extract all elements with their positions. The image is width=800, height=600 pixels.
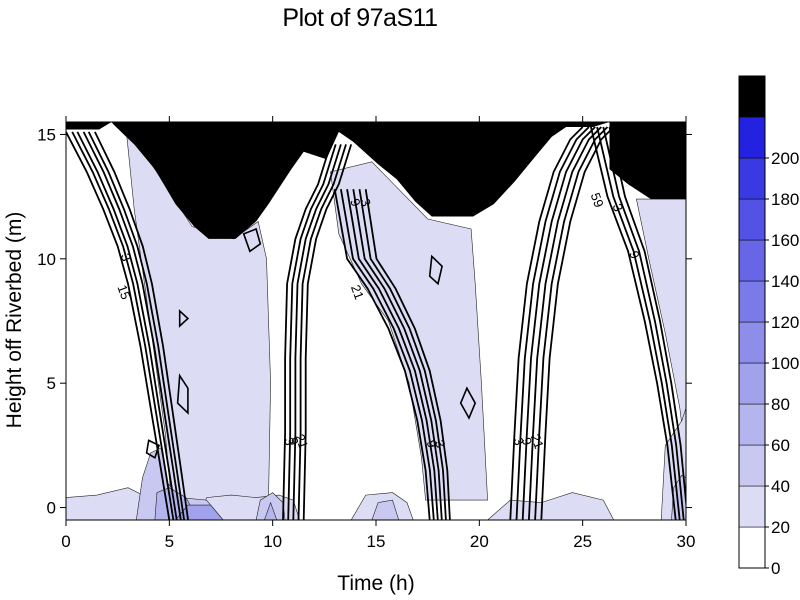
y-tick-label: 0 bbox=[47, 499, 56, 518]
contour-line bbox=[282, 144, 332, 520]
contour-line bbox=[515, 126, 590, 520]
contour-label: 21 bbox=[348, 283, 367, 302]
contour-label: 9 bbox=[285, 435, 302, 447]
x-axis: 0 5 10 15 20 25 30 bbox=[61, 116, 695, 551]
colorbar-swatch bbox=[738, 321, 766, 364]
contour-line bbox=[71, 131, 175, 520]
colorbar: 0 20 40 60 80 100 120 140 160 180 200 bbox=[738, 75, 799, 578]
contour-line bbox=[540, 126, 615, 520]
x-tick-label: 5 bbox=[165, 532, 174, 551]
x-tick-label: 0 bbox=[61, 532, 70, 551]
contour-line bbox=[534, 126, 609, 520]
contour-label: 9 bbox=[519, 435, 536, 447]
contour-line bbox=[94, 131, 189, 520]
colorbar-swatch bbox=[738, 157, 766, 200]
colorbar-swatch bbox=[738, 198, 766, 241]
colorbar-label: 140 bbox=[771, 272, 799, 291]
colorbar-label: 20 bbox=[771, 518, 790, 537]
contour-line bbox=[521, 126, 596, 520]
contour-loop bbox=[178, 309, 190, 328]
colorbar-swatch bbox=[738, 403, 766, 446]
contour-label: 3 bbox=[432, 438, 449, 450]
filled-region-6 bbox=[487, 492, 615, 520]
contour-line bbox=[596, 126, 681, 520]
contour-line bbox=[292, 144, 342, 520]
contour-line bbox=[297, 144, 347, 520]
colorbar-swatch bbox=[738, 239, 766, 282]
contour-loop bbox=[176, 373, 189, 415]
colorbar-label: 40 bbox=[771, 477, 790, 496]
contour-label: 9 bbox=[424, 438, 441, 450]
x-axis-label: Time (h) bbox=[337, 572, 414, 595]
colorbar-label: 60 bbox=[771, 436, 790, 455]
contour-line bbox=[302, 144, 353, 520]
contour-line bbox=[602, 126, 685, 520]
chart-title: Plot of 97aS11 bbox=[282, 4, 438, 32]
contour-line bbox=[352, 189, 443, 520]
colorbar-swatch bbox=[738, 362, 766, 405]
colorbar-swatch bbox=[738, 485, 766, 528]
colorbar-swatch bbox=[738, 526, 766, 569]
colorbar-swatch bbox=[738, 75, 766, 118]
colorbar-swatch bbox=[738, 444, 766, 487]
x-tick-label: 20 bbox=[470, 532, 489, 551]
x-tick-label: 30 bbox=[677, 532, 696, 551]
filled-region-12 bbox=[371, 499, 400, 520]
colorbar-label: 180 bbox=[771, 190, 799, 209]
x-tick-label: 10 bbox=[263, 532, 282, 551]
contour-line bbox=[82, 131, 182, 520]
contour-label: 3 bbox=[357, 197, 374, 209]
contour-label: 3 bbox=[118, 251, 135, 263]
contour-line bbox=[76, 131, 178, 520]
contour-label: 3 bbox=[281, 435, 298, 447]
filled-region-2 bbox=[636, 198, 686, 458]
contour-line bbox=[87, 131, 185, 520]
contour-label: 9 bbox=[626, 249, 643, 261]
colorbar-swatch bbox=[738, 116, 766, 159]
y-tick-label: 15 bbox=[37, 125, 56, 144]
contour-line bbox=[509, 126, 584, 520]
y-axis-label: Height off Riverbed (m) bbox=[3, 212, 26, 429]
contour-line bbox=[333, 189, 431, 520]
y-axis: 0 5 10 15 bbox=[37, 125, 692, 518]
colorbar-label: 100 bbox=[771, 354, 799, 373]
y-tick-label: 5 bbox=[47, 374, 56, 393]
contour-label: 59 bbox=[588, 191, 607, 210]
x-tick-label: 25 bbox=[573, 532, 592, 551]
contour-line bbox=[528, 126, 602, 520]
contour-label: 21 bbox=[528, 432, 547, 451]
contour-line bbox=[364, 189, 451, 520]
colorbar-label: 120 bbox=[771, 313, 799, 332]
colorbar-label: 160 bbox=[771, 231, 799, 250]
x-tick-label: 15 bbox=[367, 532, 386, 551]
colorbar-label: 0 bbox=[771, 559, 780, 578]
y-tick-label: 10 bbox=[37, 250, 56, 269]
colorbar-label: 200 bbox=[771, 149, 799, 168]
contour-line bbox=[346, 189, 439, 520]
contour-line bbox=[340, 189, 435, 520]
contour-loop bbox=[242, 227, 262, 253]
contour-line bbox=[608, 126, 686, 511]
contour-line bbox=[358, 189, 447, 520]
filled-region-1 bbox=[330, 161, 488, 501]
contour-loop bbox=[459, 386, 477, 420]
filled-region-11 bbox=[264, 501, 278, 520]
contour-loop bbox=[145, 439, 160, 460]
contour-loop bbox=[428, 254, 443, 286]
contour-label: 21 bbox=[292, 432, 311, 451]
contour-label: 3 bbox=[610, 202, 627, 214]
contour-line bbox=[590, 126, 677, 520]
surface-region bbox=[66, 122, 686, 239]
contour-line bbox=[287, 144, 337, 520]
colorbar-label: 80 bbox=[771, 395, 790, 414]
contour-label: 15 bbox=[114, 283, 133, 302]
contour-label: 9 bbox=[347, 197, 364, 209]
contour-label: 3 bbox=[510, 435, 527, 447]
colorbar-swatch bbox=[738, 280, 766, 323]
